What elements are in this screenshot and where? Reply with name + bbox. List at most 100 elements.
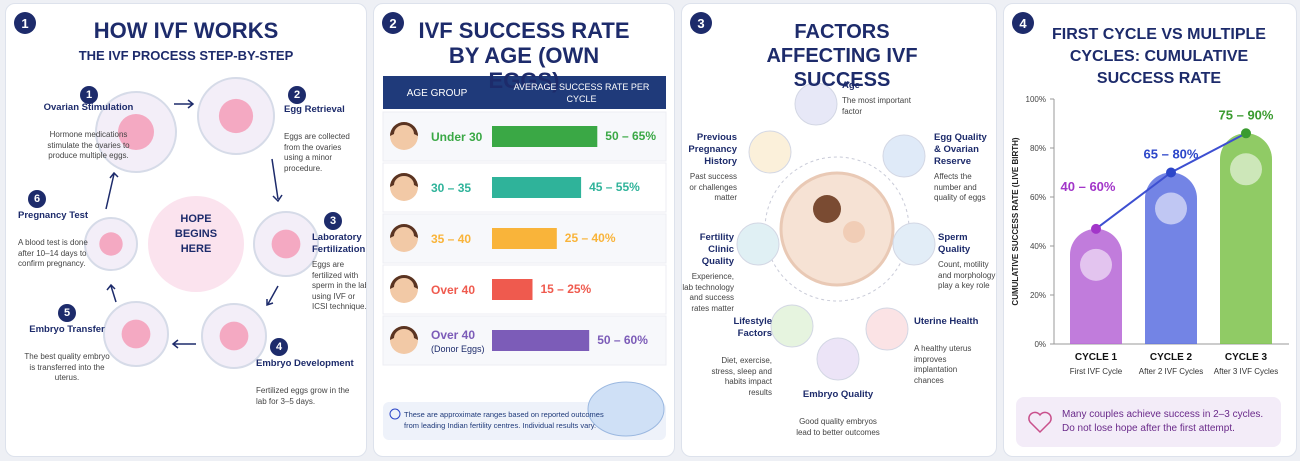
category-sublabel: First IVF Cycle [1070,367,1123,376]
factor-text: A healthy uterus improves implantation c… [914,344,972,385]
step-badge: 4 [270,338,288,356]
petri-dish [587,381,665,437]
value-label: 40 – 60% [1061,179,1116,194]
subtitle: THE IVF PROCESS STEP-BY-STEP [78,48,294,63]
bar [492,126,598,147]
factor-text: Count, motility and morphology play a ke… [938,260,996,290]
badge: 2 [382,12,404,34]
y-tick-label: 20% [1030,291,1046,300]
bar [492,279,533,300]
category-sublabel: After 2 IVF Cycles [1139,367,1203,376]
step-icon-detail [121,319,151,349]
step-badge: 6 [28,190,46,208]
point [1241,128,1251,139]
avatar [390,122,418,150]
avatar [390,326,418,354]
arrows [105,99,283,349]
title: HOW IVF WORKS [93,18,279,43]
badge: 3 [690,12,712,34]
column [1220,133,1272,344]
y-tick-label: 40% [1030,242,1046,251]
factor-title: Fertility Clinic Quality [699,232,734,267]
value-label: 75 – 90% [1219,107,1274,122]
y-tick-label: 0% [1034,340,1046,349]
age-label: Over 40 [431,328,476,342]
value-label: 65 – 80% [1144,147,1199,162]
badge: 4 [1012,12,1034,34]
step-title: Ovarian Stimulation [43,102,134,113]
mother-photo [779,171,895,287]
factor-text: Diet, exercise, stress, sleep and habits… [711,356,772,397]
age-label: Over 40 [431,283,476,297]
avatar-hair [390,173,418,187]
title: FIRST CYCLE VS MULTIPLE CYCLES: CUMULATI… [1052,26,1266,87]
step-icon-detail [271,229,301,259]
factor-icon [770,304,814,348]
category-label: CYCLE 2 [1150,352,1193,363]
factors-art [736,82,936,381]
y-tick-label: 100% [1026,95,1046,104]
y-tick-label: 60% [1030,193,1046,202]
bar [492,228,557,249]
note: These are approximate ranges based on re… [404,410,604,430]
avatar [390,224,418,252]
age-chart [382,76,667,440]
factor-icon [892,222,936,266]
value-label: 25 – 40% [564,231,616,245]
age-label: Under 30 [431,130,483,144]
factor-icon [816,337,860,381]
column-header: AGE GROUP [406,88,468,99]
column [1070,228,1122,344]
factor-title: Age [842,80,860,91]
age-label: 30 – 35 [431,181,472,195]
factor-title: Embryo Quality [802,389,874,400]
age-panel: 2 IVF SUCCESS RATE BY AGE (OWN EGGS) AGE G… [373,3,675,457]
avatar [390,173,418,201]
step-text: Eggs are fertilized with sperm in the la… [312,260,367,311]
hope-circle [148,196,244,292]
step-text: Fertilized eggs grow in the lab for 3–5 … [256,386,350,406]
step-icon-detail [219,321,249,351]
step-badge: 5 [58,304,76,322]
factor-title: Previous Pregnancy History [688,132,737,167]
step-badge: 2 [288,86,306,104]
value-label: 45 – 55% [589,180,640,194]
category-sublabel: After 3 IVF Cycles [1214,367,1278,376]
step-text: Eggs are collected from the ovaries usin… [284,132,350,173]
step-title: Embryo Transfer [29,324,105,335]
avatar [390,275,418,303]
title: IVF SUCCESS RATE BY AGE (OWN EGGS) [418,18,630,93]
note-icon [389,408,401,420]
point [1091,223,1101,234]
step-icon-detail [218,98,254,134]
factor-text: Experience, lab technology and success r… [682,272,734,313]
factor-icon [794,82,838,126]
factor-title: Lifestyle Factors [733,316,772,339]
factor-icon [748,130,792,174]
factor-icon [736,222,780,266]
step-text: Hormone medications stimulate the ovarie… [47,130,130,160]
factor-title: Sperm Quality [938,232,971,255]
column-icon [1155,192,1187,225]
process-panel: 1 HOW IVF WORKS THE IVF PROCESS STEP-BY-ST… [5,3,367,457]
step-icon-detail [118,114,154,150]
category-label: CYCLE 1 [1075,352,1118,363]
note: Many couples achieve success in 2–3 cycl… [1062,409,1264,434]
age-note: (Donor Eggs) [431,344,485,354]
factor-title: Uterine Health [914,316,979,327]
step-text: The best quality embryo is transferred i… [24,352,110,382]
badge: 1 [14,12,36,34]
center-text: HOPE BEGINS HERE [174,213,218,255]
step-badge: 3 [324,212,342,230]
factor-text: The most important factor [842,96,911,116]
mother-head [813,195,841,223]
factor-text: Affects the number and quality of eggs [934,172,986,202]
step-title: Laboratory Fertilization [312,232,366,255]
table-header [383,76,666,109]
y-axis-label: CUMULATIVE SUCCESS RATE (LIVE BIRTH) [1011,137,1020,305]
avatar-hair [390,275,418,289]
step-badge: 1 [80,86,98,104]
factor-text: Good quality embryos lead to better outc… [796,417,880,437]
cycles-panel: CUMULATIVE SUCCESS RATE (LIVE BIRTH) 0% 20… [1003,3,1297,457]
